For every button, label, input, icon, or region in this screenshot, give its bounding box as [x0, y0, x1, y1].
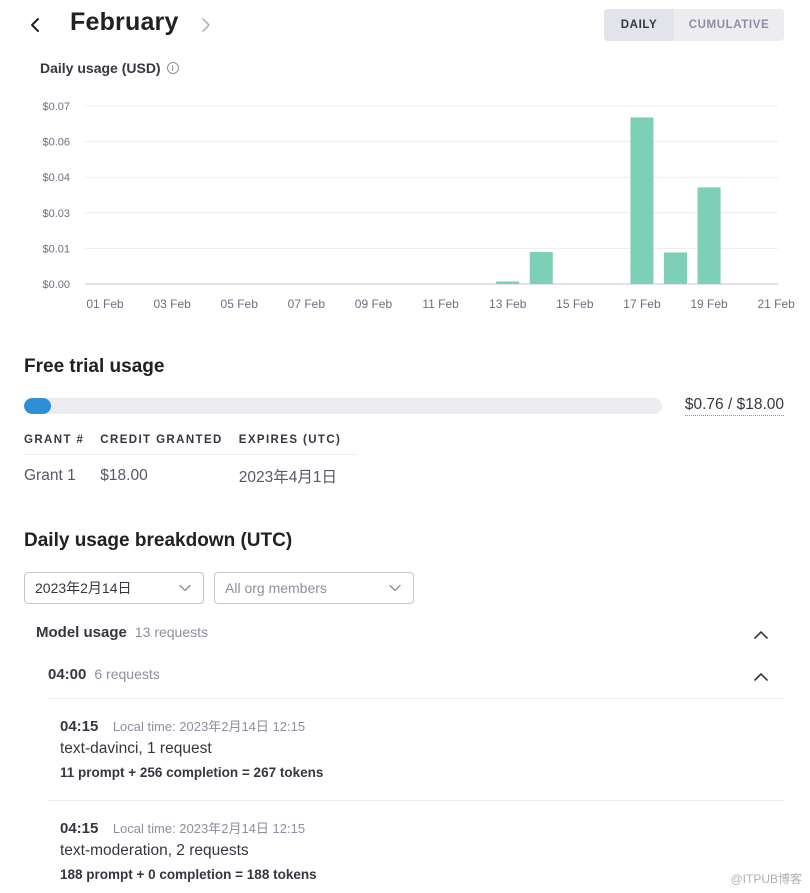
x-tick-label: 15 Feb [556, 297, 594, 311]
x-tick-label: 05 Feb [221, 297, 259, 311]
model-usage-header[interactable]: Model usage 13 requests [36, 624, 208, 641]
request-local-time: Local time: 2023年2月14日 12:15 [112, 719, 306, 734]
model-usage-count: 13 requests [134, 624, 209, 640]
free-trial-progress-fill [24, 398, 51, 414]
bar[interactable] [529, 251, 553, 284]
divider [48, 698, 784, 699]
watermark: @ITPUB博客 [730, 872, 802, 886]
model-usage-label: Model usage [36, 624, 127, 641]
y-tick-label: $0.03 [42, 208, 70, 220]
x-tick-label: 01 Feb [86, 297, 124, 311]
request-time: 04:15 [60, 820, 99, 837]
list-item: 04:15 Local time: 2023年2月14日 12:15 [60, 818, 305, 838]
divider [48, 800, 784, 801]
x-tick-label: 11 Feb [422, 297, 459, 311]
grant-number-cell: Grant 1 [24, 467, 76, 484]
y-tick-label: $0.07 [42, 101, 70, 113]
chevron-down-icon [179, 584, 191, 592]
hour-group-header[interactable]: 04:00 6 requests [48, 666, 160, 683]
page-title: February [70, 8, 179, 36]
table-row: Grant 1 $18.00 2023年4月1日 [24, 455, 357, 496]
bar[interactable] [664, 252, 688, 284]
free-trial-amount[interactable]: $0.76 / $18.00 [684, 396, 784, 416]
date-select[interactable]: 2023年2月14日 [24, 572, 204, 604]
view-toggle: DAILY CUMULATIVE [604, 9, 784, 41]
chevron-down-icon [389, 584, 401, 592]
x-tick-label: 09 Feb [355, 297, 393, 311]
y-tick-label: $0.04 [42, 172, 70, 184]
members-select[interactable]: All org members [214, 572, 414, 604]
x-tick-label: 21 Feb [758, 297, 796, 311]
bar[interactable] [630, 117, 654, 284]
info-icon[interactable]: i [166, 62, 179, 74]
list-item: 04:15 Local time: 2023年2月14日 12:15 [60, 716, 305, 736]
credit-granted-cell: $18.00 [100, 467, 148, 484]
x-tick-label: 07 Feb [288, 297, 326, 311]
members-select-placeholder: All org members [225, 580, 327, 596]
x-tick-label: 19 Feb [690, 297, 728, 311]
daily-usage-chart: $0.00 $0.01 $0.03 $0.04 $0.06 $0.07 01 Feb 03 … [42, 101, 796, 311]
request-model: text-davinci, 1 request [60, 740, 212, 757]
y-tick-label: $0.06 [42, 137, 70, 149]
daily-toggle-button[interactable]: DAILY [604, 9, 674, 41]
next-month-button[interactable] [194, 13, 218, 37]
expires-cell: 2023年4月1日 [238, 469, 337, 486]
bar[interactable] [496, 281, 520, 284]
prev-month-button[interactable] [23, 13, 47, 37]
x-tick-label: 17 Feb [623, 297, 661, 311]
y-tick-label: $0.00 [42, 279, 70, 291]
bar[interactable] [697, 187, 721, 284]
chart-title: Daily usage (USD) i [40, 60, 179, 76]
expires-header: EXPIRES (UTC) [238, 430, 358, 455]
credit-granted-header: CREDIT GRANTED [100, 430, 239, 455]
cumulative-toggle-button[interactable]: CUMULATIVE [688, 19, 770, 31]
breakdown-title: Daily usage breakdown (UTC) [24, 530, 293, 551]
chevron-right-icon [202, 18, 210, 32]
chevron-up-icon[interactable] [752, 668, 770, 686]
free-trial-progress [24, 398, 662, 414]
request-tokens: 11 prompt + 256 completion = 267 tokens [60, 765, 324, 780]
x-tick-label: 03 Feb [153, 297, 191, 311]
request-time: 04:15 [60, 718, 99, 735]
x-tick-label: 13 Feb [489, 297, 527, 311]
y-tick-label: $0.01 [42, 243, 70, 255]
hour-group-label: 04:00 [48, 666, 87, 683]
request-tokens: 188 prompt + 0 completion = 188 tokens [60, 867, 317, 882]
grant-number-header: GRANT # [24, 430, 101, 455]
chevron-left-icon [31, 18, 39, 32]
hour-group-count: 6 requests [94, 666, 160, 682]
request-local-time: Local time: 2023年2月14日 12:15 [112, 821, 306, 836]
chart-title-text: Daily usage (USD) [40, 60, 161, 76]
request-model: text-moderation, 2 requests [60, 842, 249, 859]
free-trial-title: Free trial usage [24, 356, 165, 377]
chevron-up-icon[interactable] [752, 626, 770, 644]
grant-table: GRANT # CREDIT GRANTED EXPIRES (UTC) Gra… [24, 430, 358, 496]
date-select-value: 2023年2月14日 [35, 580, 132, 596]
